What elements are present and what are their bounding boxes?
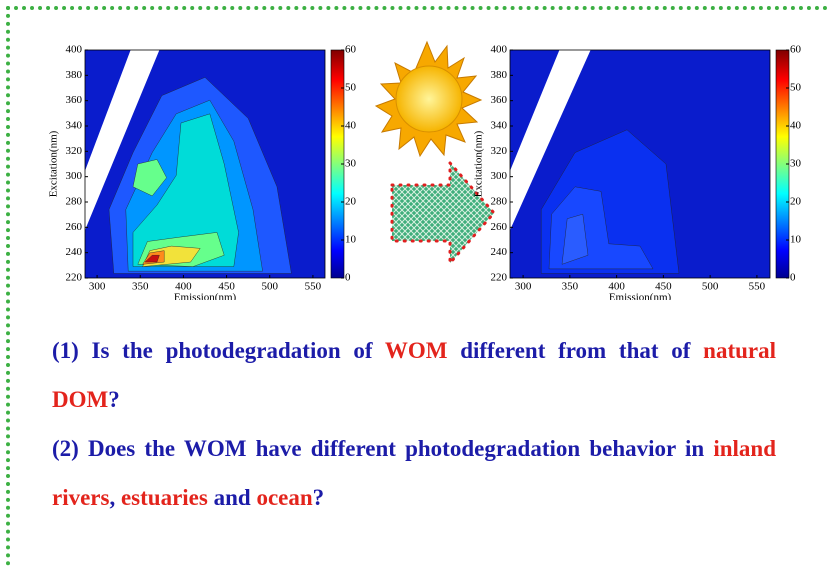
x-tick-label: 400 <box>175 281 192 293</box>
question-text: WOM <box>384 338 448 363</box>
x-tick-label: 300 <box>515 281 532 293</box>
y-axis-label: Excitation(nm) <box>473 130 485 197</box>
y-axis-label: Excitation(nm) <box>48 130 60 197</box>
y-tick-label: 300 <box>66 170 83 182</box>
contour <box>132 159 167 197</box>
contours <box>510 50 770 278</box>
colorbar-tick-label: 10 <box>790 234 802 246</box>
x-tick-label: 400 <box>608 281 625 293</box>
question-text: different from that of <box>447 338 704 363</box>
question-text: ? <box>108 387 120 412</box>
plot-frame <box>84 49 326 279</box>
x-tick-label: 450 <box>655 281 672 293</box>
arrow <box>390 159 496 267</box>
eem-plot: 300 350 400 450 500 5502202402602803003203403… <box>48 44 357 300</box>
y-tick-label: 380 <box>66 69 83 81</box>
scatter-band <box>85 50 160 231</box>
y-tick-label: 220 <box>491 272 508 284</box>
question: (1) Is the photodegradation of WOM diffe… <box>52 326 776 424</box>
y-tick-label: 320 <box>491 145 508 157</box>
colorbar-tick-label: 50 <box>345 82 357 94</box>
y-tick-label: 240 <box>491 246 508 258</box>
y-tick-label: 300 <box>491 170 508 182</box>
y-tick-label: 220 <box>66 272 83 284</box>
eem-plot: 300 350 400 450 500 5502202402602803003203403… <box>473 44 802 300</box>
colorbar-tick-label: 40 <box>790 120 802 132</box>
question-text: (1) Is the photodegradation of <box>52 338 385 363</box>
colorbar-tick-label: 0 <box>345 272 351 284</box>
x-tick-label: 550 <box>305 281 322 293</box>
x-axis-label: Emission(nm) <box>174 292 237 300</box>
x-tick-label: 300 <box>89 281 106 293</box>
x-tick-label: 550 <box>749 281 766 293</box>
colorbar-tick-label: 20 <box>790 196 802 208</box>
y-tick-label: 400 <box>491 44 508 56</box>
colorbar-tick-label: 0 <box>790 272 796 284</box>
contours <box>85 50 325 278</box>
y-tick-label: 340 <box>491 120 508 132</box>
colorbar-tick-label: 60 <box>790 44 802 56</box>
scatter-band <box>510 50 591 231</box>
y-tick-label: 400 <box>66 44 83 56</box>
question-text: estuaries <box>120 485 208 510</box>
question-text: , <box>109 485 121 510</box>
y-tick-label: 280 <box>491 196 508 208</box>
contour <box>561 213 589 265</box>
y-tick-label: 360 <box>491 94 508 106</box>
y-tick-label: 360 <box>66 94 83 106</box>
colorbar-tick-label: 50 <box>790 82 802 94</box>
y-tick-label: 320 <box>66 145 83 157</box>
colorbar-tick-label: 30 <box>345 158 357 170</box>
question-text: ocean <box>256 485 313 510</box>
colorbar-tick-label: 20 <box>345 196 357 208</box>
question-text: inland rivers <box>52 436 776 510</box>
y-tick-label: 240 <box>66 246 83 258</box>
dotted-border <box>6 6 830 566</box>
colorbar-tick-label: 10 <box>345 234 357 246</box>
plot-frame <box>509 49 771 279</box>
y-tick-label: 380 <box>491 69 508 81</box>
contour <box>144 255 160 263</box>
y-tick-label: 260 <box>491 221 508 233</box>
x-axis-label: Emission(nm) <box>609 292 672 300</box>
x-tick-label: 350 <box>562 281 579 293</box>
question: (2) Does the WOM have different photodeg… <box>52 424 776 522</box>
y-tick-label: 260 <box>66 221 83 233</box>
y-tick-label: 280 <box>66 196 83 208</box>
question-text: (2) Does the WOM have different photodeg… <box>52 436 714 461</box>
x-tick-label: 500 <box>702 281 719 293</box>
figure: 300 350 400 450 500 5502202402602803003203403… <box>48 40 802 300</box>
y-tick-label: 340 <box>66 120 83 132</box>
x-tick-label: 450 <box>218 281 235 293</box>
colorbar-tick-label: 40 <box>345 120 357 132</box>
colorbar-tick-label: 30 <box>790 158 802 170</box>
question-text: ? <box>312 485 325 510</box>
sun <box>374 40 483 158</box>
question-text: and <box>207 485 257 510</box>
x-tick-label: 350 <box>132 281 149 293</box>
question-text: natural DOM <box>52 338 776 412</box>
contour <box>132 113 239 267</box>
colorbar-tick-label: 60 <box>345 44 357 56</box>
x-tick-label: 500 <box>261 281 278 293</box>
questions: (1) Is the photodegradation of WOM diffe… <box>52 326 776 522</box>
